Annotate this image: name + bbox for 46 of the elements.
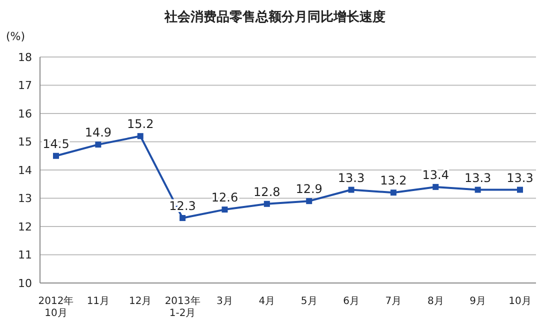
point [137, 133, 144, 140]
data-label: 12.6 [211, 190, 238, 205]
chart-title: 社会消费品零售总额分月同比增长速度 [163, 8, 386, 26]
y-tick-label: 13 [18, 192, 32, 206]
point [180, 215, 186, 222]
y-tick-label: 18 [18, 50, 32, 64]
y-tick-label: 12 [18, 220, 32, 234]
x-tick-label: 6月 [343, 296, 360, 307]
data-label: 13.3 [464, 170, 492, 185]
point [222, 206, 228, 213]
data-label: 13.2 [380, 174, 407, 188]
x-tick-label: 10月 [508, 296, 532, 307]
x-tick-label: 2012年 10月 [38, 295, 74, 319]
data-label: 14.9 [84, 126, 112, 140]
point [53, 152, 59, 159]
point [474, 186, 481, 193]
x-tick-label: 7月 [385, 296, 402, 307]
x-tick-label: 8月 [427, 296, 444, 307]
point [432, 184, 439, 190]
y-axis-title: (%) [6, 30, 26, 43]
data-label: 15.2 [127, 117, 154, 132]
data-label: 13.4 [422, 168, 449, 182]
y-tick-label: 10 [18, 276, 32, 290]
point [264, 200, 270, 207]
point [390, 190, 396, 196]
data-label: 13.3 [338, 170, 365, 185]
x-tick-label: 9月 [470, 296, 486, 307]
y-tick-label: 14 [18, 164, 32, 177]
x-tick-label: 3月 [216, 296, 233, 307]
x-tick-label: 2013年 1-2月 [164, 295, 200, 319]
point [348, 186, 354, 193]
y-tick-label: 15 [18, 136, 32, 149]
point [95, 142, 102, 148]
data-label: 12.8 [254, 184, 280, 199]
data-label: 13.3 [506, 170, 534, 185]
point [517, 186, 523, 193]
point [306, 198, 312, 204]
x-tick-label: 11月 [86, 296, 110, 307]
y-tick-label: 11 [18, 248, 32, 262]
data-label: 14.5 [42, 136, 70, 151]
y-tick-label: 17 [18, 79, 32, 92]
data-label: 12.9 [296, 182, 322, 196]
x-tick-label: 5月 [300, 296, 318, 307]
y-tick-label: 16 [18, 107, 32, 120]
x-tick-label: 12月 [128, 296, 152, 307]
x-tick-label: 4月 [258, 296, 276, 307]
